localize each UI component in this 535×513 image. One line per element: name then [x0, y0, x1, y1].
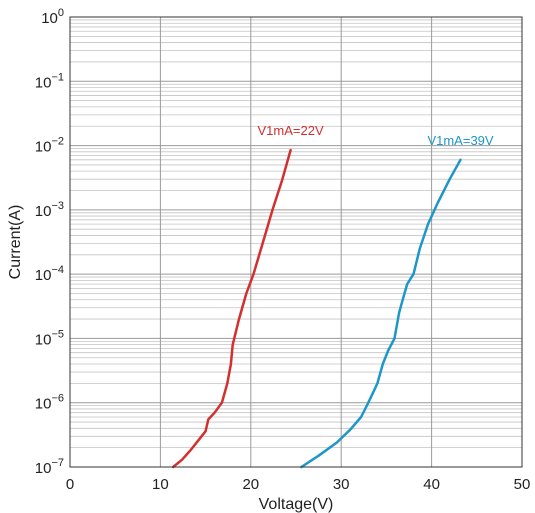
- y-tick-label: 10−4: [35, 264, 64, 284]
- ticks: 0 10 20 30 40 50 100 10−1 10−2 10−3 10−4 10−5 10−6 10…: [35, 7, 531, 493]
- plot-frame: [69, 16, 523, 468]
- x-tick-label: 0: [66, 476, 74, 493]
- y-axis-title: Current(A): [7, 205, 24, 280]
- x-tick-label: 20: [242, 476, 259, 493]
- y-tick-label: 10−3: [35, 200, 64, 220]
- y-tick-label: 10−2: [35, 136, 64, 156]
- x-tick-label: 50: [514, 476, 531, 493]
- y-tick-label: 10−6: [35, 393, 64, 413]
- x-tick-label: 10: [152, 476, 169, 493]
- series-label-1: V1mA=22V: [258, 123, 324, 138]
- y-tick-label: 10−5: [35, 328, 64, 348]
- y-tick-label: 100: [41, 7, 64, 27]
- y-tick-label: 10−7: [35, 457, 64, 477]
- series-line-2: [300, 158, 462, 469]
- x-tick-label: 40: [423, 476, 440, 493]
- series-layer: [171, 148, 462, 469]
- x-axis-title: Voltage(V): [259, 496, 334, 513]
- x-tick-label: 30: [333, 476, 350, 493]
- annotations: V1mA=22V V1mA=39V: [258, 123, 494, 148]
- y-tick-label: 10−1: [35, 71, 64, 91]
- plot-background: [70, 17, 522, 467]
- series-line-1: [171, 148, 292, 469]
- series-label-2: V1mA=39V: [427, 133, 493, 148]
- grid: [70, 17, 522, 468]
